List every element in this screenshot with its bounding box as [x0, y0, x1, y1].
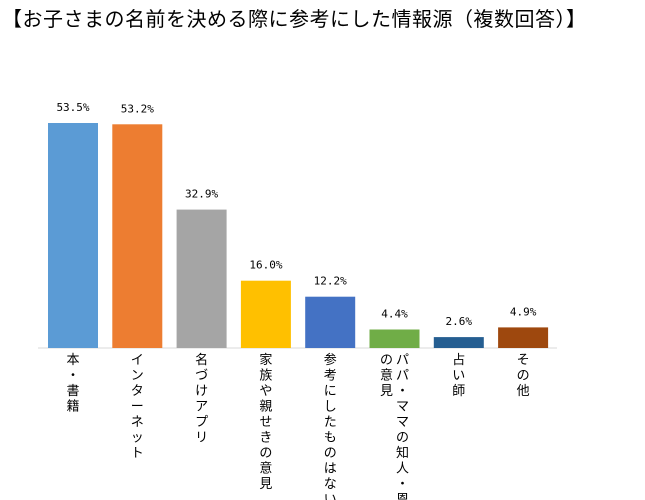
chart-title: 【お子さまの名前を決める際に参考にした情報源（複数回答）】: [2, 7, 587, 31]
category-label-4: 家族や親せきの意見: [259, 352, 272, 492]
value-label-3: 32.9%: [185, 188, 218, 201]
bar-4: [240, 280, 291, 348]
value-label-4: 16.0%: [249, 259, 282, 272]
category-label-6: パパ・ママの知人・恩人の意見: [380, 353, 409, 500]
value-label-7: 2.6%: [446, 315, 473, 328]
category-label-8: その他: [517, 353, 530, 399]
bars-layer: 53.5% 本・書籍 53.2% インターネット 32.9% 名づけアプリ 16.0% 家族や…: [48, 101, 549, 500]
bar-6: [369, 329, 420, 348]
category-label-5: 参考にしたものはない: [324, 352, 337, 500]
value-label-1: 53.5%: [56, 101, 89, 114]
bar-5: [305, 296, 356, 348]
category-label-7: 占い師: [452, 353, 465, 399]
value-label-8: 4.9%: [510, 305, 537, 318]
bar-3: [176, 209, 227, 348]
category-label-3: 名づけアプリ: [195, 352, 208, 446]
bar-2: [112, 124, 163, 348]
value-label-2: 53.2%: [121, 102, 154, 115]
bar-7: [433, 337, 484, 348]
category-label-1: 本・書籍: [66, 353, 79, 415]
category-label-2: インターネット: [131, 353, 144, 461]
value-label-6: 4.4%: [381, 308, 408, 321]
value-label-5: 12.2%: [314, 275, 347, 288]
bar-8: [498, 327, 549, 348]
bar-1: [48, 123, 98, 348]
